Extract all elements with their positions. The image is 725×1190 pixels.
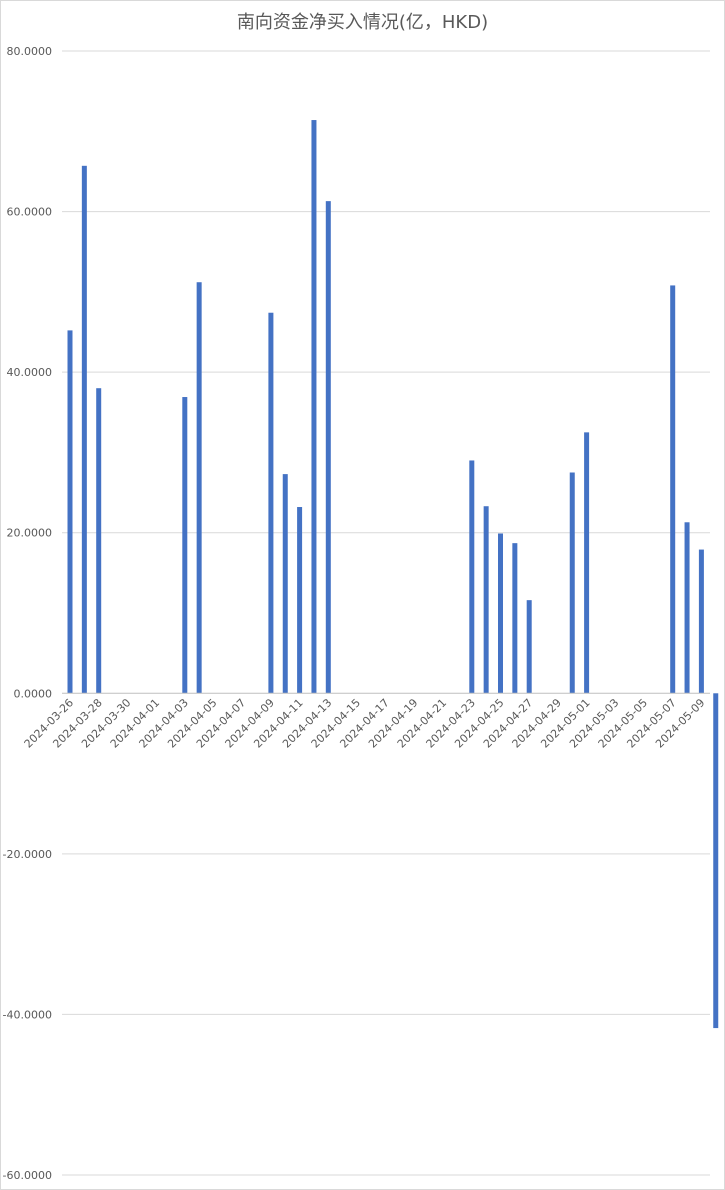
y-tick-label: 20.0000 bbox=[7, 527, 53, 540]
y-tick-label: 80.0000 bbox=[7, 45, 53, 58]
chart-title: 南向资金净买入情况(亿，HKD) bbox=[236, 12, 489, 33]
x-axis-ticks: 2024-03-262024-03-282024-03-302024-04-01… bbox=[22, 696, 708, 750]
bar bbox=[698, 549, 704, 694]
bar bbox=[96, 388, 102, 694]
bar bbox=[684, 522, 690, 694]
y-tick-label: -60.0000 bbox=[3, 1169, 52, 1182]
y-tick-label: 0.0000 bbox=[14, 687, 53, 700]
bar bbox=[196, 282, 202, 694]
bars bbox=[67, 120, 719, 1029]
y-tick-label: 40.0000 bbox=[7, 366, 53, 379]
bar bbox=[512, 543, 518, 694]
bar bbox=[526, 600, 532, 694]
y-tick-label: -20.0000 bbox=[3, 848, 52, 861]
y-tick-label: 60.0000 bbox=[7, 206, 53, 219]
y-axis-ticks: 80.0000 60.0000 40.0000 20.0000 0.0000 -20.00… bbox=[3, 45, 52, 1182]
bar bbox=[569, 472, 575, 694]
bar bbox=[670, 285, 676, 694]
bar bbox=[584, 432, 590, 694]
bar bbox=[498, 533, 503, 694]
bar bbox=[268, 312, 274, 694]
bar bbox=[297, 507, 303, 694]
bar bbox=[713, 693, 719, 1029]
bar bbox=[81, 165, 87, 694]
bar bbox=[67, 330, 73, 694]
gridlines bbox=[62, 50, 710, 1176]
bar bbox=[282, 474, 288, 694]
bar bbox=[483, 506, 489, 694]
bar bbox=[325, 201, 331, 694]
bar bbox=[182, 397, 188, 694]
bar bbox=[469, 460, 475, 694]
bar bbox=[311, 120, 317, 694]
y-tick-label: -40.0000 bbox=[3, 1008, 52, 1021]
